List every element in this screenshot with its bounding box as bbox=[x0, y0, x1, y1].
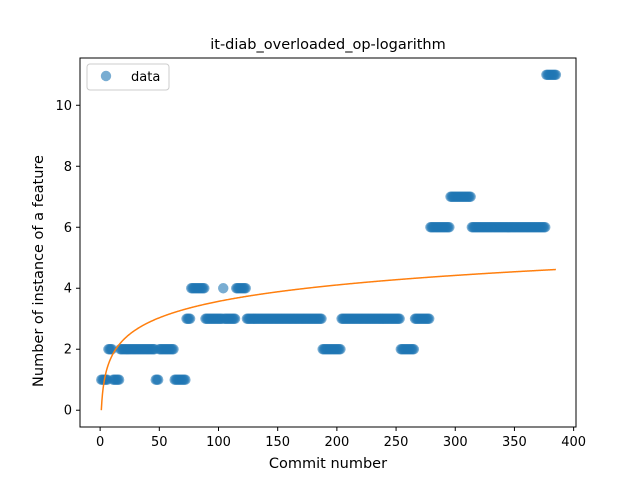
x-axis-title: Commit number bbox=[269, 456, 387, 472]
x-tick-label: 300 bbox=[443, 435, 468, 450]
x-tick-label: 0 bbox=[96, 435, 104, 450]
data-point bbox=[424, 313, 435, 324]
x-tick-label: 200 bbox=[324, 435, 349, 450]
x-tick-label: 100 bbox=[206, 435, 231, 450]
y-axis-title: Number of instance of a feature bbox=[31, 155, 47, 387]
data-point bbox=[408, 344, 420, 355]
data-point bbox=[168, 344, 179, 355]
y-tick-label: 8 bbox=[64, 160, 72, 175]
y-tick-label: 0 bbox=[64, 404, 72, 419]
x-tick-label: 150 bbox=[265, 435, 290, 450]
data-point bbox=[184, 313, 196, 324]
data-point bbox=[229, 313, 241, 324]
y-tick-label: 2 bbox=[64, 343, 72, 358]
legend: data bbox=[86, 63, 170, 91]
data-point bbox=[152, 374, 164, 385]
data-point bbox=[540, 222, 551, 233]
data-point bbox=[550, 69, 562, 80]
legend-label: data bbox=[131, 70, 160, 85]
fit-line bbox=[100, 268, 556, 411]
data-point bbox=[335, 344, 346, 355]
plot-area bbox=[96, 69, 562, 411]
data-point bbox=[316, 313, 327, 324]
data-point bbox=[394, 313, 405, 324]
y-axis: 0 2 4 6 8 10 bbox=[55, 99, 80, 419]
plot-frame bbox=[79, 57, 577, 428]
x-tick-label: 50 bbox=[151, 435, 168, 450]
data-point bbox=[180, 374, 191, 385]
data-point bbox=[240, 283, 251, 294]
x-tick-label: 250 bbox=[384, 435, 409, 450]
data-point bbox=[465, 191, 476, 202]
y-tick-label: 6 bbox=[64, 221, 72, 236]
chart-title: it-diab_overloaded_op-logarithm bbox=[210, 37, 446, 53]
data-point bbox=[113, 374, 125, 385]
x-axis: 0 50 100 150 200 250 300 350 400 bbox=[96, 427, 586, 450]
y-tick-label: 10 bbox=[55, 99, 72, 114]
y-tick-label: 4 bbox=[64, 282, 72, 297]
legend-box bbox=[86, 63, 170, 91]
data-point bbox=[218, 283, 229, 294]
data-point bbox=[444, 222, 455, 233]
legend-marker bbox=[100, 70, 112, 82]
x-tick-label: 350 bbox=[502, 435, 527, 450]
x-tick-label: 400 bbox=[561, 435, 586, 450]
data-point bbox=[199, 283, 210, 294]
data-points bbox=[96, 69, 562, 385]
